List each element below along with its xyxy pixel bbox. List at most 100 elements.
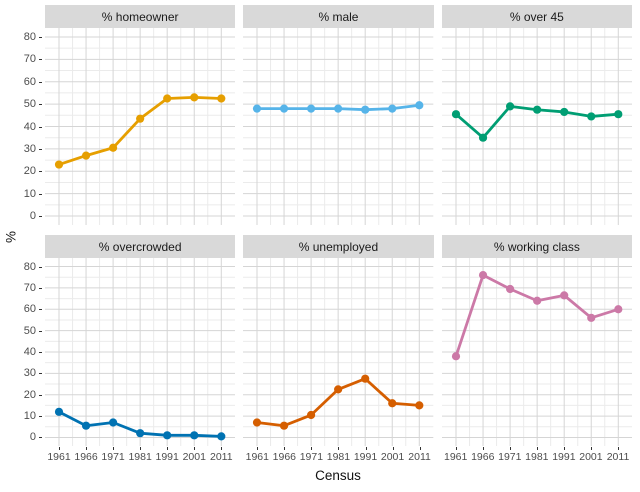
data-point [136,429,145,438]
data-point [478,270,487,280]
data-point [415,101,424,110]
y-axis-tick-mark [39,126,42,128]
y-axis-tick-mark [39,416,42,418]
x-axis-tick-mark [590,447,592,450]
y-axis-tick-mark [39,330,42,332]
y-axis-tick-label: 30 [23,367,36,380]
y-axis-tick-mark [39,148,42,150]
facet-panel [45,258,236,446]
y-axis-tick-label: 60 [23,303,36,316]
x-axis-tick-mark [140,447,142,450]
data-point [505,284,514,294]
facet-strip-title: % homeowner [45,5,236,28]
y-axis-tick-label: 50 [23,324,36,337]
data-point [388,399,397,408]
y-axis-tick-mark [39,437,42,439]
y-axis-tick-mark [39,266,42,268]
y-axis-tick-mark [39,216,42,218]
x-axis-tick-mark [311,447,313,450]
x-axis-tick-label: 1991 [552,451,576,463]
data-point [54,160,64,169]
x-axis-tick-mark [257,447,259,450]
y-axis-tick-mark [39,171,42,173]
data-point [415,401,424,410]
data-point [81,151,91,160]
x-axis-tick-mark [392,447,394,450]
data-point [559,107,568,117]
y-axis-tick-mark [39,59,42,61]
data-point [586,112,596,121]
data-point [361,374,370,383]
y-axis-tick-mark [39,394,42,396]
data-point [280,421,289,430]
x-axis-tick-label: 2001 [579,451,603,463]
x-axis-tick-mark [455,447,457,450]
x-axis-tick-mark [284,447,286,450]
data-point [613,110,623,119]
data-point [54,407,64,416]
data-point [334,104,343,113]
x-axis-tick-label: 1966 [272,451,297,463]
y-axis-tick-label: 60 [23,75,36,88]
x-axis-tick-label: 1966 [471,451,495,463]
data-point [361,105,370,114]
y-axis-tick-label: 80 [23,260,36,273]
data-point [532,296,541,305]
data-point [334,385,343,394]
data-point [532,105,541,114]
x-axis-tick-label: 1981 [525,451,549,463]
y-axis-tick-label: 20 [23,388,36,401]
x-axis-tick-label: 1961 [47,451,71,463]
facet-panel [243,28,434,225]
y-axis-tick-label: 40 [23,120,36,133]
facet-panel [243,258,434,446]
x-axis-tick-mark [221,447,223,450]
x-axis-tick-label: 1991 [155,451,179,463]
y-axis-tick-mark [39,193,42,195]
facet-strip-title: % unemployed [243,235,434,258]
data-point [478,133,487,142]
data-point [108,418,118,427]
x-axis-tick-label: 2011 [408,451,431,463]
y-axis-tick-label: 40 [23,346,36,358]
data-point [217,94,226,103]
y-axis-tick-mark [39,36,42,38]
x-axis-tick-mark [59,447,60,450]
x-axis-tick-label: 2011 [210,451,233,463]
x-axis-tick-mark [419,447,421,450]
data-point [217,432,226,441]
data-point [613,305,623,314]
y-axis-tick-label: 70 [23,281,36,294]
x-axis-tick-mark [194,447,196,450]
x-axis-tick-label: 1961 [245,451,269,463]
data-point [586,313,596,322]
facet-strip-title: % working class [441,235,632,258]
data-point [388,104,397,113]
facet-panel [441,258,632,446]
y-axis-tick-label: 50 [23,98,36,111]
y-axis-tick-label: 20 [23,165,36,178]
data-point [451,110,460,119]
y-axis-tick-label: 0 [29,210,36,223]
data-point [81,421,91,430]
x-axis-tick-mark [618,447,619,450]
data-point [451,352,460,361]
y-axis-tick-label: 80 [23,30,36,43]
x-axis-tick-label: 1966 [74,451,98,463]
y-axis-tick-label: 30 [23,142,36,155]
x-axis-tick-mark [167,447,169,450]
x-axis-tick-mark [365,447,367,450]
x-axis-tick-label: 1971 [498,451,522,463]
x-axis-tick-mark [563,447,565,450]
data-point [190,431,199,440]
data-point [136,114,145,123]
facet-panel [45,28,236,225]
data-point [307,104,316,113]
x-axis-tick-label: 2001 [380,451,405,463]
x-axis-tick-mark [536,447,538,450]
y-axis-title: % [3,230,19,244]
data-point [253,104,262,113]
data-point [190,93,199,102]
x-axis-tick-label: 2001 [182,451,206,463]
